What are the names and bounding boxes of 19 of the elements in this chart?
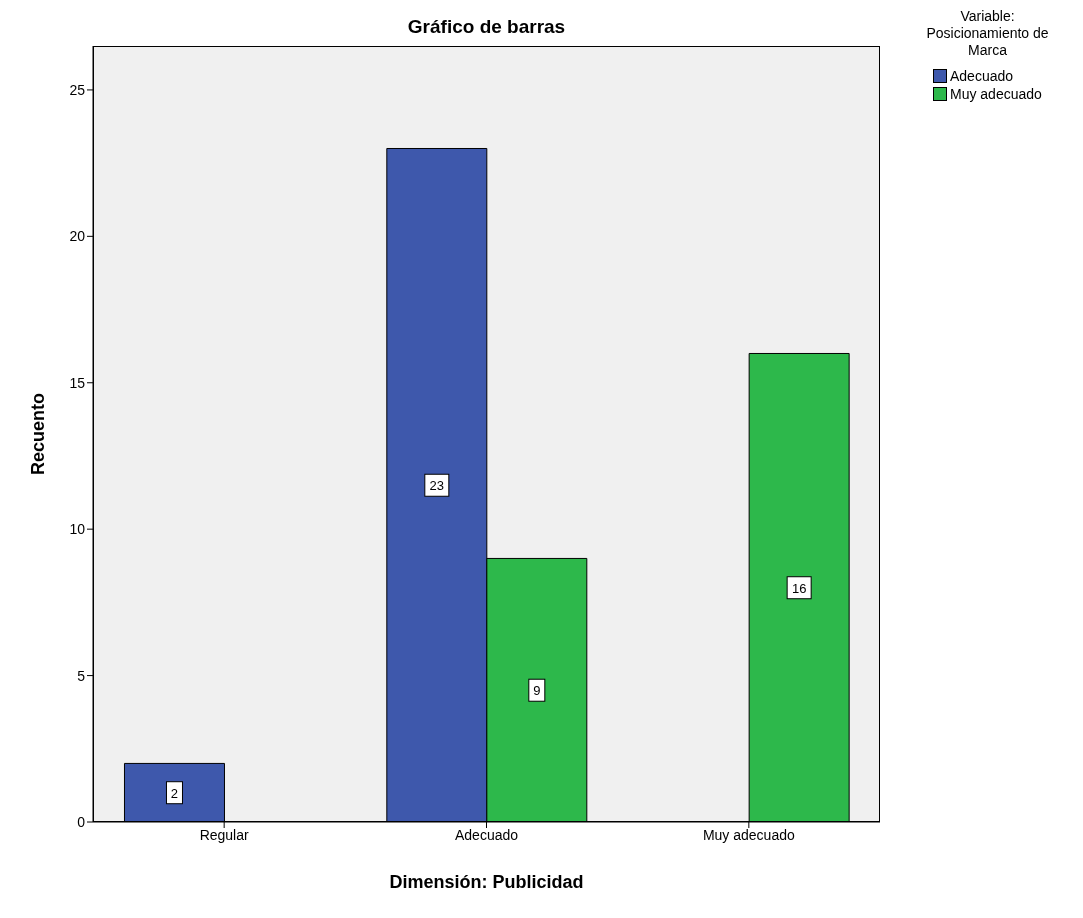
legend-label: Adecuado [950,68,1014,84]
x-tick-label: Adecuado [454,826,519,843]
y-tick-label: 25 [69,81,86,98]
data-label: 16 [791,580,807,596]
data-label: 9 [533,683,541,699]
x-axis-title: Dimensión: Publicidad [389,872,584,892]
x-tick-label: Muy adecuado [702,826,795,843]
chart-title: Gráfico de barras [406,16,567,38]
y-tick-label: 0 [77,813,86,830]
y-tick-label: 20 [69,228,86,245]
data-label: 2 [170,785,179,801]
legend-title: Variable: Posicionamiento de Marca [925,8,1050,59]
y-axis-title: Recuento [28,392,49,476]
data-label: 23 [429,478,445,494]
y-tick-label: 15 [69,374,86,391]
x-tick-label: Regular [199,826,250,843]
y-tick-label: 10 [69,521,86,538]
y-tick-label: 5 [77,667,86,684]
legend-label: Muy adecuado [950,86,1042,102]
